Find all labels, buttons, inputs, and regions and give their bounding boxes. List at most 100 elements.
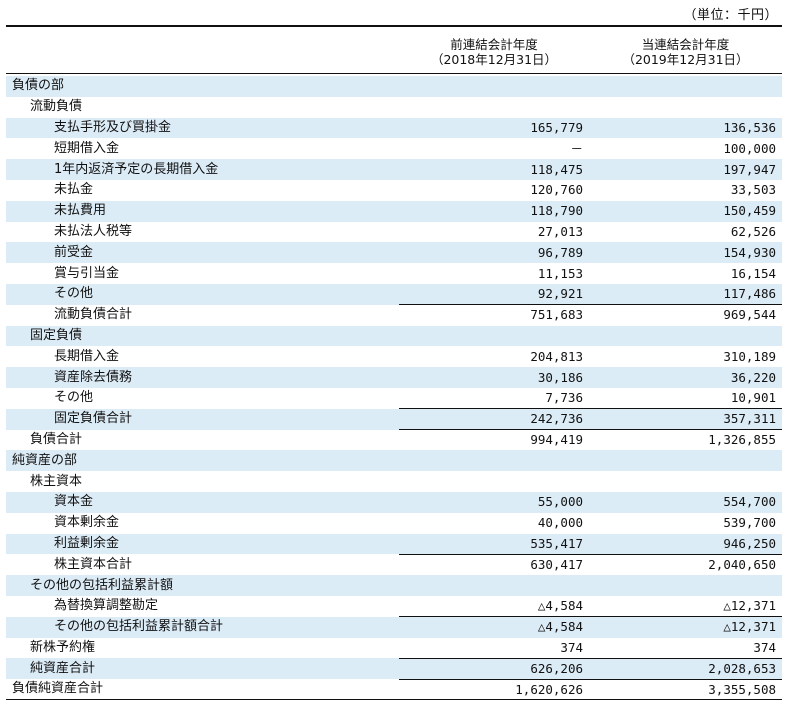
header-current-year-title: 当連結会計年度 [641,37,730,52]
current-year-value [589,76,782,97]
row-label: 純資産の部 [6,450,399,472]
row-label: その他の包括利益累計額合計 [6,616,399,638]
row-label: 為替換算調整勘定 [54,598,159,614]
prior-year-value: △4,584 [399,616,589,638]
current-year-value: 36,220 [589,367,782,388]
prior-year-value [399,97,589,118]
unit-label: （単位：千円） [683,8,778,23]
header-prior-year-title: 前連結会計年度 [450,37,538,52]
table-row: 為替換算調整勘定 △4,584 △12,371 [6,596,782,617]
row-label: 流動負債 [30,99,83,115]
current-year-value: 117,486 [589,283,782,305]
row-label: 利益剰余金 [6,533,399,555]
current-year-value: 136,536 [589,117,782,139]
current-year-value: 10,901 [730,390,776,406]
header-bottom-rule [6,73,782,74]
current-year-value: 3,355,508 [589,678,782,701]
current-year-value: 969,544 [589,304,782,326]
balance-sheet-rows: 負債の部 流動負債 支払手形及び買掛金 165,779 136,536 短期借入金－ 100… [6,76,782,701]
row-label: 長期借入金 [54,348,120,364]
row-label: 資本剰余金 [54,515,120,531]
table-row: 資産除去債務 30,186 36,220 [6,367,782,388]
row-label: 資本金 [6,491,399,513]
current-year-value: 100,000 [723,140,776,156]
row-label: 純資産合計 [6,658,399,680]
row-label: 株主資本合計 [54,556,133,572]
current-year-value [589,325,782,347]
prior-year-value: 1,620,626 [399,678,589,701]
table-row: 固定負債合計 242,736 357,311 [6,408,782,430]
row-label: その他 [6,283,399,305]
table-row: 短期借入金 － 100,000 [6,138,782,159]
table-row: その他 92,921 117,486 [6,283,782,305]
row-label: 株主資本 [30,473,83,489]
header-current-year: 当連結会計年度 （2019年12月31日） [589,37,782,67]
current-year-value [589,450,782,472]
prior-year-value: 55,000 [399,491,589,513]
prior-year-value: 7,736 [545,390,583,406]
header-prior-year: 前連結会計年度 （2018年12月31日） [399,37,589,67]
table-row: 純資産合計 626,206 2,028,653 [6,657,782,680]
table-row: 固定負債 [6,325,782,347]
header-top-rule [6,25,782,27]
row-label: 負債純資産合計 [6,679,399,701]
row-label: 1年内返済予定の長期借入金 [6,159,399,180]
table-row: 株主資本 [6,471,782,492]
row-label: その他の包括利益累計額 [6,575,399,596]
table-row: 資本剰余金 40,000 539,700 [6,513,782,534]
current-year-value: 16,154 [730,265,776,281]
current-year-value: △12,371 [589,616,782,638]
row-label: 支払手形及び買掛金 [6,117,399,139]
current-year-value: △12,371 [723,598,776,614]
current-year-value: 62,526 [730,223,776,239]
prior-year-value: 374 [560,639,583,655]
prior-year-value [399,575,589,596]
prior-year-value [399,325,589,347]
table-row: その他 7,736 10,901 [6,388,782,409]
row-label: 未払費用 [6,200,399,222]
current-year-value: 2,028,653 [589,657,782,680]
prior-year-value: 118,475 [399,159,589,180]
table-row: 長期借入金 204,813 310,189 [6,346,782,367]
prior-year-value: 751,683 [399,304,589,326]
row-label: 前受金 [6,242,399,264]
table-row: 純資産の部 [6,450,782,472]
current-year-value: 357,311 [589,408,782,430]
row-label: 負債合計 [30,431,83,447]
table-row: 支払手形及び買掛金 165,779 136,536 [6,117,782,139]
row-label: 未払法人税等 [54,223,133,239]
table-row: 未払法人税等 27,013 62,526 [6,222,782,243]
prior-year-value: 11,153 [537,265,583,281]
current-year-value: 197,947 [589,159,782,180]
current-year-value: 33,503 [730,182,776,198]
table-row: 株主資本合計 630,417 2,040,650 [6,553,782,576]
row-label: 短期借入金 [54,140,120,156]
table-row: 前受金 96,789 154,930 [6,242,782,264]
row-label: 未払金 [54,182,94,198]
prior-year-value: 120,760 [530,182,583,198]
prior-year-value: △4,584 [537,598,583,614]
current-year-value: 150,459 [589,200,782,222]
prior-year-value: 165,779 [399,117,589,139]
current-year-value: 539,700 [723,515,776,531]
balance-sheet-table: 負債の部 流動負債 支払手形及び買掛金 165,779 136,536 短期借入金－ 100… [6,76,782,701]
prior-year-value: 118,790 [399,200,589,222]
row-label: 固定負債合計 [6,408,399,430]
current-year-value: 554,700 [589,491,782,513]
prior-year-value: 30,186 [399,367,589,388]
row-label: 新株予約権 [30,639,96,655]
table-row: 利益剰余金 535,417 946,250 [6,533,782,555]
current-year-value: 2,040,650 [589,553,782,576]
table-row: 未払費用 118,790 150,459 [6,200,782,222]
prior-year-value: 535,417 [399,533,589,555]
header-prior-year-date: （2018年12月31日） [430,52,558,67]
row-label: 固定負債 [6,325,399,347]
table-row: 負債純資産合計 1,620,626 3,355,508 [6,678,782,701]
table-row: 未払金 120,760 33,503 [6,180,782,201]
current-year-value: 374 [753,639,776,655]
table-row: 賞与引当金 11,153 16,154 [6,263,782,284]
row-label: その他 [54,390,94,406]
table-row: その他の包括利益累計額合計 △4,584 △12,371 [6,616,782,638]
prior-year-value: 242,736 [399,408,589,430]
current-year-value: 946,250 [589,533,782,555]
